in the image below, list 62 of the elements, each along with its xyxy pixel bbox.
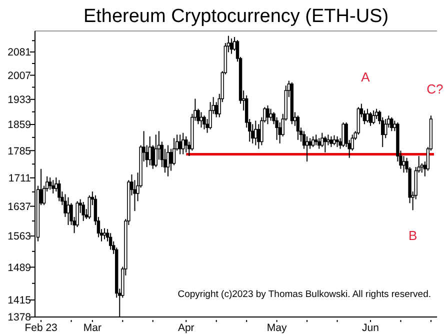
candlestick	[402, 156, 406, 174]
y-tick-label: 1711	[8, 172, 32, 185]
candlestick	[305, 136, 309, 162]
candlestick	[178, 134, 182, 155]
y-tick-label: 1378	[8, 312, 32, 324]
candlestick	[108, 232, 112, 250]
candlestick	[330, 136, 333, 148]
x-tick-label: Feb 23	[24, 322, 58, 334]
candlestick	[254, 120, 258, 146]
candlestick	[332, 134, 336, 146]
candlestick	[278, 122, 282, 144]
candlestick	[269, 108, 272, 122]
candlestick	[318, 138, 321, 150]
annotation: Copyright (c)2023 by Thomas Bulkowski. All rights reserved.	[178, 289, 431, 300]
candlestick	[184, 136, 188, 153]
candlestick	[154, 134, 158, 168]
candlestick	[82, 201, 85, 222]
candlestick	[58, 180, 61, 202]
candlestick	[342, 122, 345, 148]
candlestick	[366, 108, 370, 123]
candlestick	[148, 136, 152, 166]
candlestick	[384, 118, 388, 139]
candlestick	[336, 136, 339, 148]
candlestick	[102, 228, 106, 240]
candlestick	[314, 134, 318, 146]
candlestick	[202, 115, 206, 130]
y-tick-label: 1859	[8, 119, 32, 132]
candlestick	[166, 144, 170, 177]
y-tick-label: 1563	[8, 230, 32, 243]
candlestick	[230, 38, 234, 54]
candlestick	[296, 115, 300, 140]
y-tick-label: 1785	[8, 145, 32, 158]
annotation: B	[408, 228, 418, 244]
candlestick	[326, 134, 330, 146]
chart-title: Ethereum Cryptocurrency (ETH-US)	[83, 6, 389, 27]
x-tick-label: Apr	[178, 322, 195, 334]
y-tick-label: 2081	[8, 46, 32, 59]
candlestick	[48, 176, 52, 190]
candlestick	[266, 104, 270, 125]
candlestick	[52, 180, 55, 194]
candlestick	[182, 132, 185, 155]
candlestick	[169, 148, 173, 172]
candlestick	[324, 136, 327, 153]
candlestick	[308, 138, 312, 150]
y-tick-label: 2007	[8, 70, 32, 82]
candlestick	[66, 196, 70, 226]
x-tick-label: Jun	[362, 322, 380, 334]
candlestick	[88, 194, 92, 220]
candlestick	[368, 112, 372, 126]
candlestick	[257, 124, 260, 150]
x-tick-label: Mar	[83, 322, 102, 334]
candlestick	[390, 116, 394, 132]
annotation: C?	[426, 82, 444, 97]
candlestick	[372, 110, 376, 125]
y-tick-label: 1489	[8, 262, 32, 274]
candlestick	[200, 112, 203, 128]
y-tick-label: 1933	[8, 94, 32, 106]
y-tick-label: 1637	[8, 200, 32, 213]
annotation: A	[361, 70, 370, 85]
candlestick	[311, 136, 315, 148]
x-tick-label: May	[266, 322, 288, 334]
y-tick-label: 1415	[8, 294, 32, 307]
